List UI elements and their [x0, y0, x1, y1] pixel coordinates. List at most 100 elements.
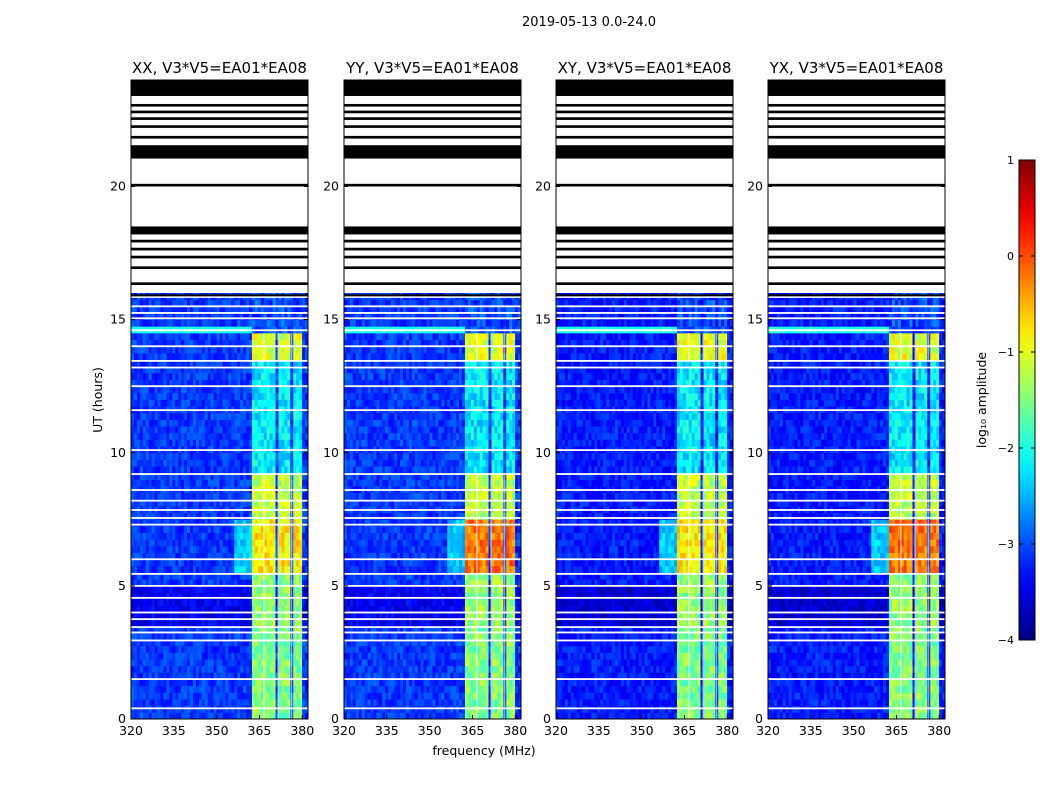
flag-row-black — [344, 183, 521, 187]
x-axis-label: frequency (MHz) — [432, 743, 535, 758]
flag-row-black — [768, 282, 945, 286]
flag-row-black — [556, 125, 733, 128]
flag-row-black — [131, 183, 308, 187]
flag-row-black — [131, 103, 308, 107]
panel-title: YY, V3*V5=EA01*EA08 — [345, 59, 519, 77]
band-gap-line — [688, 332, 690, 363]
flag-row-white — [556, 611, 733, 614]
flag-row-black — [344, 125, 521, 128]
y-tick-label: 0 — [755, 711, 763, 726]
x-tick-label: 335 — [799, 723, 823, 738]
flag-row-white — [131, 385, 308, 388]
y-tick-label: 20 — [110, 179, 126, 194]
colorbar-tick-label: −1 — [998, 346, 1014, 359]
flag-row-white — [556, 499, 733, 502]
x-tick-label: 350 — [205, 723, 229, 738]
flag-row-white — [131, 345, 308, 348]
band-gap-line — [476, 474, 478, 719]
panel-frame — [767, 79, 946, 720]
x-tick-label: 365 — [673, 723, 697, 738]
flag-row-white — [768, 317, 945, 320]
flag-row-white — [768, 305, 945, 308]
panel-title: XX, V3*V5=EA01*EA08 — [132, 59, 307, 77]
flag-row-white — [131, 449, 308, 451]
band-gap-line — [914, 332, 916, 363]
flag-row-white — [556, 558, 733, 561]
y-tick-label: 10 — [323, 445, 339, 460]
y-tick-label: 20 — [747, 179, 763, 194]
x-tick-label: 350 — [418, 723, 442, 738]
flag-row-white — [768, 296, 945, 298]
colorbar-label: log₁₀ amplitude — [974, 352, 989, 449]
flag-row-white — [344, 509, 521, 511]
flag-row-black — [344, 80, 521, 96]
flag-row-white — [344, 596, 521, 599]
flag-row-black — [344, 247, 521, 251]
flag-row-black — [344, 294, 521, 297]
heatmap-image — [556, 293, 734, 720]
flag-row-white — [768, 385, 945, 388]
flag-row-white — [131, 366, 308, 369]
x-tick-label: 320 — [756, 723, 780, 738]
flag-row-white — [131, 584, 308, 587]
x-tick-label: 380 — [290, 723, 314, 738]
flag-row-white — [556, 707, 733, 710]
flag-row-white — [344, 385, 521, 388]
flag-row-white — [131, 517, 308, 519]
flag-row-black — [344, 282, 521, 286]
band-gap-line — [702, 474, 704, 719]
flag-row-white — [344, 359, 521, 362]
flag-row-white — [344, 707, 521, 710]
y-tick-label: 15 — [323, 312, 339, 327]
panel-frame — [130, 79, 309, 720]
x-tick-label: 380 — [927, 723, 951, 738]
band-gap-line — [688, 474, 690, 719]
y-tick-label: 0 — [331, 711, 339, 726]
flag-row-white — [768, 707, 945, 710]
x-tick-label: 350 — [630, 723, 654, 738]
flag-row-white — [768, 329, 945, 332]
flag-row-white — [556, 618, 733, 621]
flag-row-white — [768, 678, 945, 680]
flag-row-black — [344, 266, 521, 270]
flag-row-white — [344, 449, 521, 451]
x-tick-label: 380 — [503, 723, 527, 738]
flag-row-white — [768, 639, 945, 642]
flag-row-white — [556, 296, 733, 298]
flag-row-white — [131, 499, 308, 502]
flag-row-black — [556, 282, 733, 286]
flag-row-white — [556, 312, 733, 314]
y-tick-label: 5 — [543, 578, 551, 593]
flag-row-white — [768, 596, 945, 599]
flag-row-white — [556, 409, 733, 412]
flag-row-black — [768, 255, 945, 259]
flag-row-black — [768, 183, 945, 187]
y-tick-label: 15 — [747, 312, 763, 327]
flag-row-black — [131, 255, 308, 259]
flag-row-white — [131, 312, 308, 314]
flag-row-white — [344, 523, 521, 526]
flag-row-black — [131, 145, 308, 159]
flag-row-black — [556, 103, 733, 107]
flag-row-white — [344, 584, 521, 587]
flag-row-white — [556, 489, 733, 491]
flag-row-black — [344, 110, 521, 114]
flag-row-white — [131, 359, 308, 362]
flag-row-white — [131, 305, 308, 308]
x-tick-label: 350 — [842, 723, 866, 738]
flag-row-white — [344, 631, 521, 634]
flag-row-white — [344, 572, 521, 575]
flag-row-white — [768, 409, 945, 412]
flag-row-black — [344, 135, 521, 139]
band-gap-line — [263, 474, 265, 719]
flag-row-white — [768, 523, 945, 526]
figure-title: 2019-05-13 0.0-24.0 — [522, 15, 656, 30]
flag-row-black — [768, 80, 945, 96]
flag-row-black — [131, 266, 308, 270]
flag-row-black — [768, 117, 945, 120]
flag-row-black — [556, 110, 733, 114]
flag-row-black — [344, 145, 521, 159]
flag-row-white — [344, 517, 521, 519]
flag-row-white — [768, 631, 945, 634]
y-tick-label: 15 — [110, 312, 126, 327]
